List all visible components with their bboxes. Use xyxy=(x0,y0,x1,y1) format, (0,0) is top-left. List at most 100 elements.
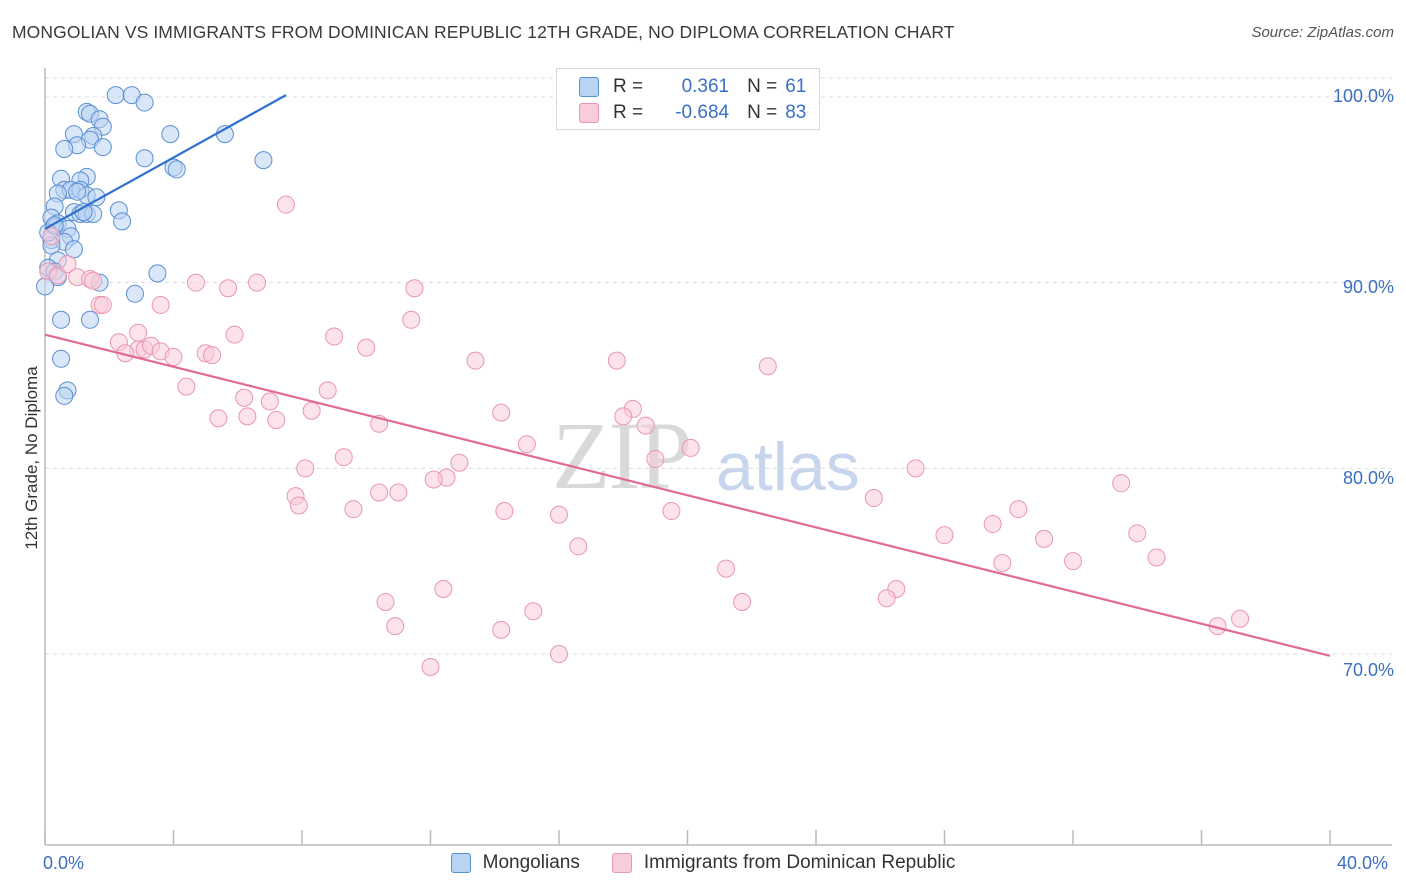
mongolian-point xyxy=(68,182,87,201)
dominican-point xyxy=(248,273,267,292)
mongolian-point xyxy=(64,240,83,259)
x-tick-label: 0.0% xyxy=(43,853,85,873)
dominican-point xyxy=(302,401,321,420)
y-tick-label: 100.0% xyxy=(1332,86,1394,106)
dominican-point xyxy=(681,438,700,457)
dominican-point xyxy=(877,589,896,608)
stats-legend: R = 0.361 N = 61 R = -0.684 N = 83 xyxy=(556,68,820,130)
dominican-point xyxy=(276,195,295,214)
dominican-point xyxy=(151,295,170,314)
mongolian-point xyxy=(80,310,99,329)
dominican-point xyxy=(177,377,196,396)
dominican-point xyxy=(235,388,254,407)
mongolian-point xyxy=(55,386,74,405)
mongolian-point xyxy=(135,93,154,112)
dominican-point xyxy=(389,483,408,502)
dominican-point xyxy=(93,295,112,314)
legend-n-value: 61 xyxy=(785,76,807,97)
legend-swatch-blue xyxy=(450,853,471,873)
dominican-point xyxy=(209,409,228,428)
dominican-point xyxy=(492,403,511,422)
dominican-point xyxy=(906,459,925,478)
mongolian-point xyxy=(55,139,74,158)
legend-n-value: 83 xyxy=(785,102,807,123)
dominican-point xyxy=(495,502,514,521)
dominican-point xyxy=(402,310,421,329)
dominican-point xyxy=(334,448,353,467)
mongolian-point xyxy=(93,138,112,157)
dominican-point xyxy=(662,502,681,521)
dominican-point xyxy=(1147,548,1166,567)
dominican-point xyxy=(186,273,205,292)
dominican-point xyxy=(164,347,183,366)
x-tick-label: 40.0% xyxy=(1337,853,1389,873)
dominican-point xyxy=(357,338,376,357)
dominican-point xyxy=(424,470,443,489)
watermark-atlas: atlas xyxy=(716,429,860,505)
dominican-point xyxy=(219,279,238,298)
mongolian-point xyxy=(148,264,167,283)
dominican-point xyxy=(296,459,315,478)
mongolian-point xyxy=(167,160,186,179)
mongolian-point xyxy=(113,212,132,231)
dominican-point xyxy=(1231,609,1250,628)
dominican-point xyxy=(225,325,244,344)
y-tick-label: 90.0% xyxy=(1342,277,1394,297)
dominican-point xyxy=(434,580,453,599)
legend-item-mongolians[interactable]: Mongolians xyxy=(450,852,580,874)
dominican-point xyxy=(421,657,440,676)
dominican-point xyxy=(636,416,655,435)
mongolian-point xyxy=(125,284,144,303)
dominican-trend-line xyxy=(44,333,1331,657)
dominican-point xyxy=(58,255,77,274)
series-legend: Mongolians Immigrants from Dominican Rep… xyxy=(0,852,1406,874)
dominican-point xyxy=(370,483,389,502)
y-tick-label: 70.0% xyxy=(1342,660,1394,680)
legend-n-label: N = xyxy=(747,102,778,123)
dominican-point xyxy=(524,602,543,621)
dominican-point xyxy=(129,323,148,342)
dominican-point xyxy=(1035,529,1054,548)
dominican-point xyxy=(993,554,1012,573)
dominican-point xyxy=(733,593,752,612)
dominican-point xyxy=(550,505,568,524)
legend-r-label: R = xyxy=(613,102,644,123)
dominican-point xyxy=(203,346,222,365)
legend-r-value: 0.361 xyxy=(681,76,730,97)
dominican-point xyxy=(550,645,568,663)
dominican-point xyxy=(238,407,257,426)
dominican-point xyxy=(569,537,588,556)
dominican-point xyxy=(864,489,883,508)
dominican-point xyxy=(386,617,405,636)
legend-r-label: R = xyxy=(613,76,644,97)
mongolian-point xyxy=(52,349,71,368)
dominican-point xyxy=(614,407,633,426)
legend-swatch-pink xyxy=(611,853,632,873)
mongolian-trend-line xyxy=(44,94,287,230)
dominican-point xyxy=(492,620,511,639)
dominican-point xyxy=(1009,500,1028,519)
dominican-point xyxy=(376,593,395,612)
mongolian-point xyxy=(52,310,71,329)
dominican-point xyxy=(84,271,103,290)
legend-swatch-pink xyxy=(579,103,599,123)
dominican-point xyxy=(42,227,61,246)
dominican-point xyxy=(466,351,485,370)
dominican-point xyxy=(517,435,536,454)
chart-title: MONGOLIAN VS IMMIGRANTS FROM DOMINICAN R… xyxy=(12,22,955,42)
dominican-point xyxy=(646,450,665,469)
dominican-point xyxy=(289,496,308,515)
mongolian-point xyxy=(74,203,93,222)
mongolian-point xyxy=(161,125,180,144)
dominican-point xyxy=(1064,552,1082,571)
dominican-point xyxy=(935,526,954,545)
legend-swatch-blue xyxy=(579,77,599,97)
dominican-point xyxy=(758,357,777,376)
dominican-point xyxy=(1112,474,1131,493)
legend-n-label: N = xyxy=(747,76,778,97)
legend-item-dominican[interactable]: Immigrants from Dominican Republic xyxy=(611,852,955,874)
mongolian-point xyxy=(135,149,154,168)
dominican-point xyxy=(983,515,1002,534)
legend-r-value: -0.684 xyxy=(675,102,730,123)
